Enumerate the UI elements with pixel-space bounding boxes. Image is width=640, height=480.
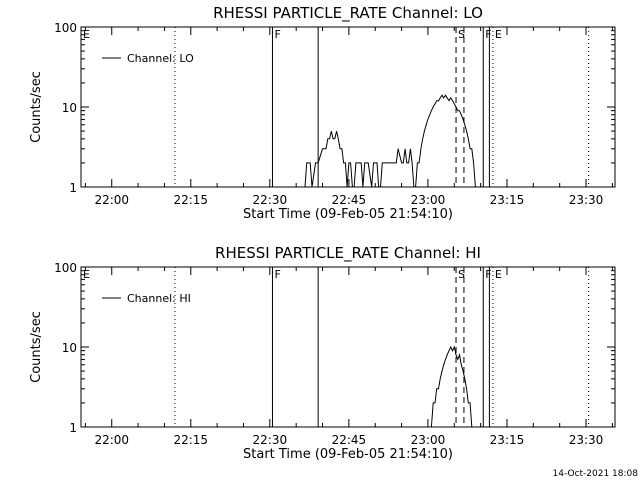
x-tick-label: 23:15 bbox=[490, 193, 525, 207]
y-tick-label: 100 bbox=[54, 21, 77, 35]
panel-lo: RHESSI PARTICLE_RATE Channel: LO 1 10 100 22… bbox=[29, 4, 616, 222]
x-tick-label: 22:45 bbox=[332, 433, 367, 447]
series-line bbox=[304, 94, 478, 188]
marker-flag-label: E bbox=[83, 28, 90, 41]
marker-flag-label: S bbox=[458, 268, 465, 281]
y-tick-label: 10 bbox=[62, 101, 77, 115]
marker-flag-label: F bbox=[485, 268, 491, 281]
y-tick-label: 100 bbox=[54, 261, 77, 275]
x-tick-label: 22:15 bbox=[173, 433, 208, 447]
marker-flag-label: E bbox=[495, 28, 502, 41]
x-tick-label: 23:15 bbox=[490, 433, 525, 447]
x-tick-label: 23:30 bbox=[569, 193, 604, 207]
chart-title: RHESSI PARTICLE_RATE Channel: LO bbox=[213, 4, 483, 23]
panel-hi: RHESSI PARTICLE_RATE Channel: HI 1 10 100 22… bbox=[29, 244, 616, 462]
x-tick-label: 23:00 bbox=[411, 433, 446, 447]
x-tick-label: 23:00 bbox=[411, 193, 446, 207]
series-line bbox=[430, 345, 473, 428]
legend-label: Channel: HI bbox=[127, 292, 191, 305]
plot-frame bbox=[80, 266, 616, 428]
x-tick-label: 23:30 bbox=[569, 433, 604, 447]
x-tick-label: 22:00 bbox=[94, 193, 129, 207]
x-tick-label: 22:30 bbox=[253, 433, 288, 447]
y-tick-label: 1 bbox=[69, 181, 77, 195]
y-axis-label: Counts/sec bbox=[29, 71, 44, 143]
marker-flag-label: F bbox=[274, 268, 280, 281]
y-tick-label: 10 bbox=[62, 341, 77, 355]
legend-label: Channel: LO bbox=[127, 52, 194, 65]
y-axis-label: Counts/sec bbox=[29, 311, 44, 383]
chart-title: RHESSI PARTICLE_RATE Channel: HI bbox=[215, 244, 481, 263]
marker-flag-label: S bbox=[458, 28, 465, 41]
plot-frame bbox=[80, 26, 616, 188]
y-tick-label: 1 bbox=[69, 421, 77, 435]
x-axis-label: Start Time (09-Feb-05 21:54:10) bbox=[243, 447, 453, 462]
marker-flag-label: E bbox=[83, 268, 90, 281]
marker-flag-label: F bbox=[485, 28, 491, 41]
x-tick-label: 22:15 bbox=[173, 193, 208, 207]
date-stamp: 14-Oct-2021 18:08 bbox=[553, 469, 639, 479]
marker-flag-label: E bbox=[495, 268, 502, 281]
x-tick-label: 22:30 bbox=[253, 193, 288, 207]
x-axis-label: Start Time (09-Feb-05 21:54:10) bbox=[243, 207, 453, 222]
marker-flag-label: F bbox=[274, 28, 280, 41]
x-tick-label: 22:45 bbox=[332, 193, 367, 207]
x-tick-label: 22:00 bbox=[94, 433, 129, 447]
